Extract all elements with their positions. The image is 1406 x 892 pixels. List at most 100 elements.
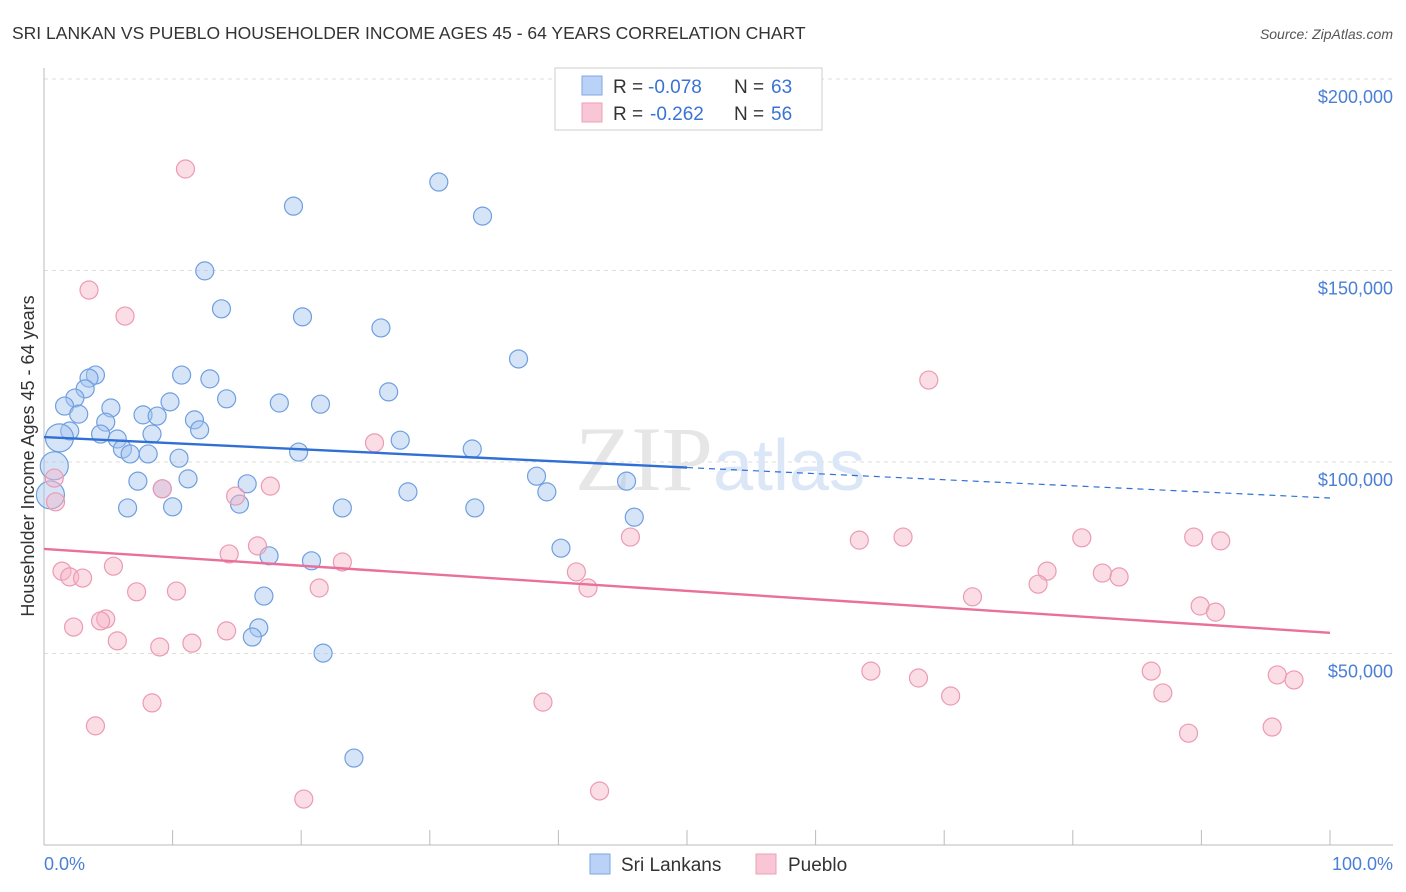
sri-lankans-point	[390, 430, 410, 450]
pueblo-point	[1284, 670, 1304, 690]
sri-lankans-point	[60, 421, 80, 441]
y-tick-label: $100,000	[1318, 470, 1393, 490]
sri-lankans-point	[344, 748, 364, 768]
pueblo-point	[908, 668, 929, 688]
legend-r-value: -0.262	[650, 104, 704, 125]
pueblo-point	[861, 661, 881, 681]
sri-lankans-point	[462, 439, 482, 459]
pueblo-point	[962, 587, 983, 607]
pueblo-point	[126, 582, 147, 602]
sri-lankans-point	[472, 206, 493, 226]
sri-lankans-point	[65, 388, 85, 408]
pueblo-point	[44, 468, 64, 488]
y-tick-label: $200,000	[1318, 87, 1393, 107]
sri-lankans-point	[624, 507, 644, 527]
pueblo-point	[90, 611, 111, 631]
sri-lankans-point	[169, 448, 189, 468]
chart-title: SRI LANKAN VS PUEBLO HOUSEHOLDER INCOME …	[12, 23, 806, 43]
pueblo-point	[294, 789, 314, 809]
bottom-legend-swatch-sri-lankans	[589, 853, 611, 875]
sri-lankans-point	[133, 405, 153, 425]
bottom-legend-sri-lankans: Sri Lankans	[621, 855, 721, 876]
sri-lankans-point	[242, 627, 262, 647]
pueblo-point	[589, 781, 610, 801]
sri-lankans-point	[465, 498, 485, 518]
x-tick-label-min: 0.0%	[44, 854, 85, 874]
sri-lankans-point	[289, 442, 309, 462]
pueblo-point	[1141, 661, 1161, 681]
bottom-legend-pueblo: Pueblo	[788, 855, 847, 876]
pueblo-point	[620, 527, 641, 547]
sri-lankans-point	[195, 261, 215, 281]
sri-lankans-point	[184, 410, 205, 430]
y-tick-label: $50,000	[1328, 662, 1393, 682]
pueblo-point	[1178, 723, 1199, 743]
pueblo-point	[1109, 567, 1129, 587]
pueblo-point	[107, 631, 127, 651]
legend-r-value: -0.078	[648, 77, 702, 98]
pueblo-point	[182, 633, 202, 653]
pueblo-point	[1072, 528, 1092, 548]
legend: R = -0.078 N = 63 R = -0.262 N = 56	[554, 67, 823, 131]
pueblo-point	[1211, 531, 1231, 551]
pueblo-point	[85, 716, 106, 736]
sri-lankans-point	[172, 365, 192, 385]
pueblo-point	[219, 544, 239, 564]
pueblo-point	[893, 527, 913, 547]
pueblo-point	[45, 492, 66, 512]
pueblo-point	[103, 556, 124, 576]
sri-lankans-point	[101, 398, 121, 418]
sri-lankans-point	[190, 420, 210, 440]
legend-n-value: 63	[771, 77, 792, 98]
pueblo-point	[52, 561, 72, 581]
sri-lankans-point	[429, 172, 449, 192]
pueblo-point	[152, 479, 172, 499]
bottom-legend-swatch-pueblo	[755, 853, 777, 875]
sri-lankans-point	[551, 538, 571, 558]
sri-lankans-point	[217, 389, 237, 409]
sri-lankans-point	[79, 368, 99, 388]
pueblo-point	[63, 617, 84, 637]
pueblo-point	[364, 433, 385, 453]
y-tick-labels: $200,000 $150,000 $100,000 $50,000	[1318, 87, 1393, 682]
y-axis-label: Householder Income Ages 45 - 64 years	[18, 295, 38, 616]
sri-lankans-point	[332, 498, 352, 518]
sri-lankans-point	[283, 196, 304, 216]
pueblo-point	[919, 370, 939, 390]
pueblo-point	[849, 530, 869, 550]
trend-lines	[43, 435, 1331, 635]
x-tick-label-max: 100.0%	[1332, 854, 1393, 874]
pueblo-point	[142, 693, 162, 713]
gridlines	[44, 78, 1393, 654]
pueblo-point	[1092, 563, 1112, 583]
y-tick-label: $150,000	[1318, 279, 1393, 299]
sri-lankans-point	[379, 382, 399, 402]
pueblo-point	[175, 159, 196, 179]
pueblo-point	[72, 568, 93, 588]
pueblo-point	[1184, 527, 1204, 547]
sri-lankans-point	[200, 369, 220, 389]
legend-r-label: R =	[613, 104, 643, 125]
pueblo-point	[1028, 574, 1048, 594]
legend-swatch-sri-lankans	[581, 75, 603, 96]
sri-lankans-point	[128, 471, 148, 491]
sri-lankans-point	[178, 469, 198, 489]
pueblo-point	[79, 280, 99, 300]
pueblo-point	[533, 692, 553, 712]
sri-lankans-point	[117, 498, 138, 518]
sri-lankans-point	[120, 444, 140, 464]
pueblo-point	[309, 578, 329, 598]
sri-lankans-point	[163, 497, 183, 517]
pueblo-point	[260, 476, 280, 496]
pueblo-point	[1037, 561, 1057, 581]
pueblo-point	[1267, 665, 1287, 685]
source-label: Source: ZipAtlas.com	[1260, 26, 1393, 42]
sri-lankans-trend-line	[43, 435, 688, 469]
sri-lankans-point	[254, 586, 274, 606]
x-ticks	[172, 830, 1331, 845]
pueblo-point	[115, 306, 135, 326]
sri-lankans-point	[508, 349, 529, 369]
pueblo-point	[1153, 683, 1173, 703]
sri-lankans-point	[292, 307, 313, 327]
